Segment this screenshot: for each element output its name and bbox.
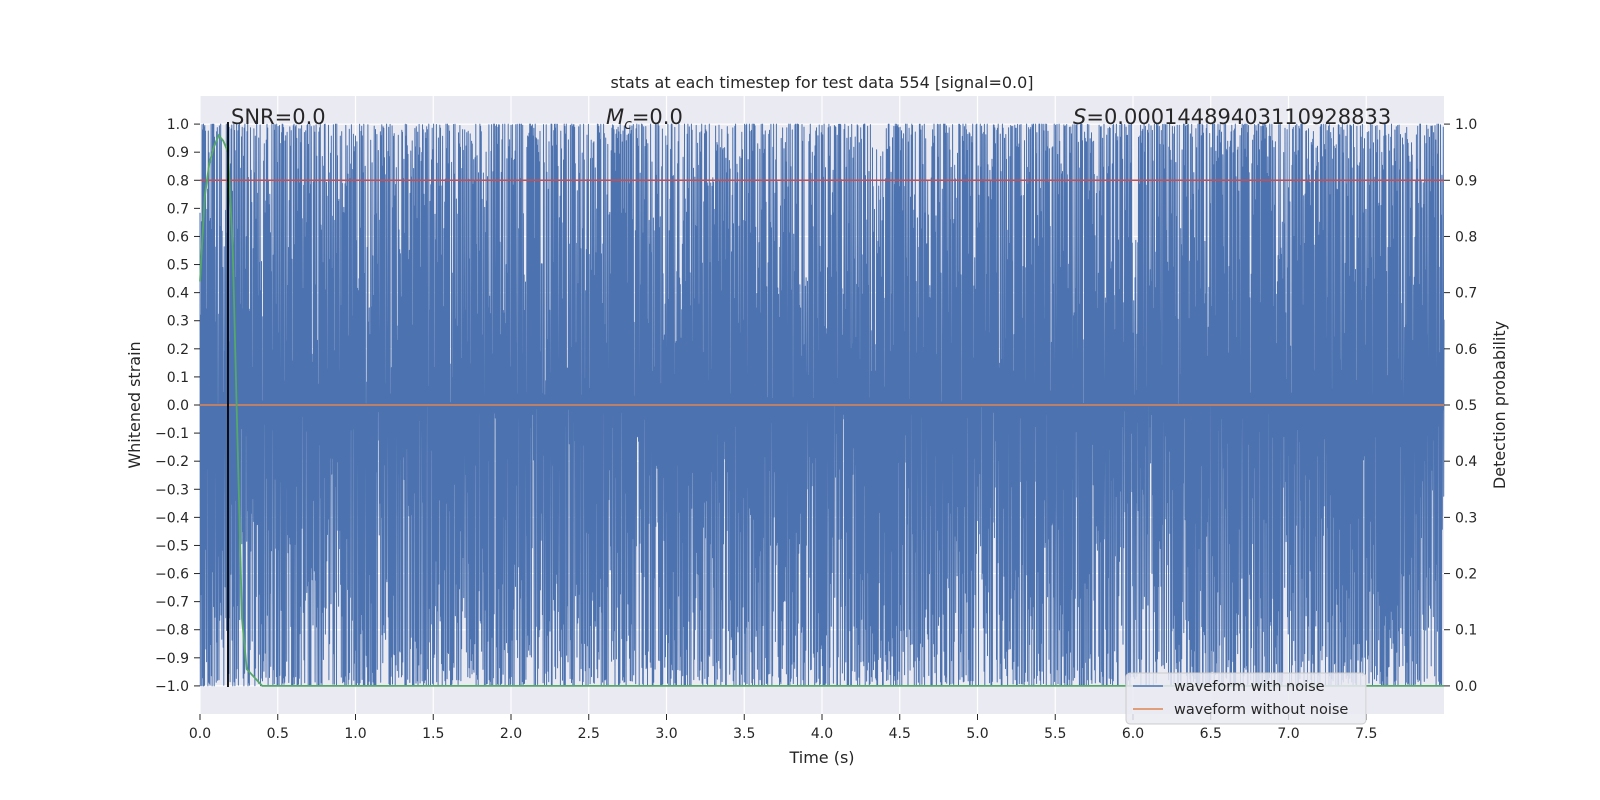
x-tick-label: 1.0 (344, 726, 366, 742)
y-right-tick-label: 0.1 (1455, 623, 1477, 639)
y-left-axis-label: Whitened strain (125, 341, 144, 468)
y-left-tick-label: 0.8 (167, 173, 189, 189)
y-left-axis-ticks: 1.0 0.9 0.8 0.7 0.6 0.5 0.4 0.3 0.2 0.1 0.0 −0.1 −0.… (155, 117, 200, 695)
x-tick-label: 5.5 (1044, 726, 1066, 742)
y-left-tick-label: −0.9 (155, 651, 189, 667)
legend-box (1125, 672, 1367, 725)
y-right-tick-label: 1.0 (1455, 117, 1477, 133)
x-axis-label: Time (s) (788, 748, 854, 767)
y-left-tick-label: 0.2 (167, 342, 189, 358)
y-left-tick-label: 0.3 (167, 314, 189, 330)
chirp-mass-annotation: Mc=0.0 (606, 105, 683, 133)
y-right-tick-label: 0.8 (1455, 229, 1477, 245)
chirp-mass-symbol: M (606, 105, 624, 129)
x-tick-label: 3.0 (655, 726, 677, 742)
legend: waveform with noise waveform without noi… (1125, 672, 1367, 725)
x-axis-ticks: 0.0 0.5 1.0 1.5 2.0 2.5 3.0 3.5 4.0 4.5 5.0 5.5 6.0 6… (189, 714, 1377, 742)
y-left-tick-label: −0.1 (155, 426, 189, 442)
x-tick-label: 2.0 (500, 726, 522, 742)
x-tick-label: 7.0 (1277, 726, 1299, 742)
y-left-tick-label: 0.6 (167, 229, 189, 245)
y-right-tick-label: 0.5 (1455, 398, 1477, 414)
noise-trace (199, 123, 1445, 687)
y-right-tick-label: 0.2 (1455, 567, 1477, 583)
y-right-tick-label: 0.3 (1455, 510, 1477, 526)
y-left-tick-label: −0.4 (155, 510, 189, 526)
legend-label-noise: waveform with noise (1174, 679, 1325, 695)
y-left-tick-label: 0.9 (167, 145, 189, 161)
x-tick-label: 6.5 (1200, 726, 1222, 742)
y-right-tick-label: 0.6 (1455, 342, 1477, 358)
y-left-tick-label: 0.4 (167, 286, 189, 302)
s-statistic-value: =0.00014489403110928833 (1086, 105, 1391, 129)
x-tick-label: 6.0 (1122, 726, 1144, 742)
series-waveform-with-noise (199, 123, 1445, 687)
y-left-tick-label: 1.0 (167, 117, 189, 133)
x-tick-label: 4.0 (811, 726, 833, 742)
y-left-tick-label: −0.5 (155, 538, 189, 554)
y-right-axis-ticks: 1.0 0.9 0.8 0.7 0.6 0.5 0.4 0.3 0.2 0.1 0.0 (1444, 117, 1477, 695)
y-right-axis-label: Detection probability (1490, 321, 1509, 489)
y-left-tick-label: −0.6 (155, 567, 189, 583)
x-tick-label: 0.0 (189, 726, 211, 742)
y-left-tick-label: 0.5 (167, 258, 189, 274)
y-left-tick-label: −0.8 (155, 623, 189, 639)
chirp-mass-value: =0.0 (632, 105, 683, 129)
x-tick-label: 4.5 (889, 726, 911, 742)
s-statistic-symbol: S (1073, 105, 1086, 129)
y-left-tick-label: −0.2 (155, 454, 189, 470)
s-statistic-annotation: S=0.00014489403110928833 (1073, 105, 1391, 129)
y-left-tick-label: 0.7 (167, 201, 189, 217)
y-left-tick-label: 0.0 (167, 398, 189, 414)
y-left-tick-label: −1.0 (155, 679, 189, 695)
y-right-tick-label: 0.7 (1455, 286, 1477, 302)
x-tick-label: 3.5 (733, 726, 755, 742)
y-right-tick-label: 0.9 (1455, 173, 1477, 189)
y-left-tick-label: −0.7 (155, 595, 189, 611)
x-tick-label: 5.0 (966, 726, 988, 742)
snr-annotation: SNR=0.0 (231, 105, 326, 129)
x-tick-label: 2.5 (578, 726, 600, 742)
y-left-tick-label: −0.3 (155, 482, 189, 498)
chart-title: stats at each timestep for test data 554… (610, 73, 1033, 92)
x-tick-label: 0.5 (267, 726, 289, 742)
legend-label-clean: waveform without noise (1174, 702, 1348, 718)
chirp-mass-subscript: c (624, 117, 632, 133)
x-tick-label: 1.5 (422, 726, 444, 742)
x-tick-label: 7.5 (1355, 726, 1377, 742)
y-left-tick-label: 0.1 (167, 370, 189, 386)
y-right-tick-label: 0.4 (1455, 454, 1477, 470)
y-right-tick-label: 0.0 (1455, 679, 1477, 695)
